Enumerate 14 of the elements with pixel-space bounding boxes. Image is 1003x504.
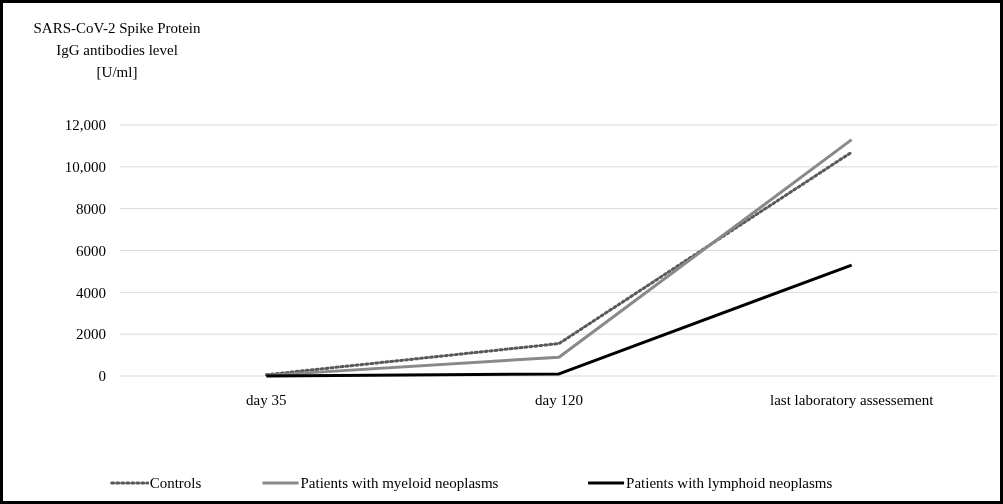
y-tick-label: 6000 <box>76 242 106 259</box>
y-tick-label: 0 <box>98 368 106 385</box>
legend-label: Controls <box>149 475 202 491</box>
x-tick-label: day 120 <box>535 392 583 408</box>
y-tick-label: 12,000 <box>64 117 106 134</box>
y-tick-label: 4000 <box>76 284 106 301</box>
legend-label: Patients with lymphoid neoplasms <box>626 475 833 491</box>
x-tick-label: last laboratory assessement <box>770 392 935 408</box>
y-tick-label: 2000 <box>76 326 106 343</box>
y-tick-label: 10,000 <box>64 159 106 176</box>
x-tick-label: day 35 <box>246 392 287 408</box>
legend-label: Patients with myeloid neoplasms <box>300 475 499 491</box>
y-axis-title: SARS-CoV-2 Spike Protein IgG antibodies level [U/ml] <box>33 20 201 80</box>
y-tick-label: 8000 <box>76 200 106 217</box>
